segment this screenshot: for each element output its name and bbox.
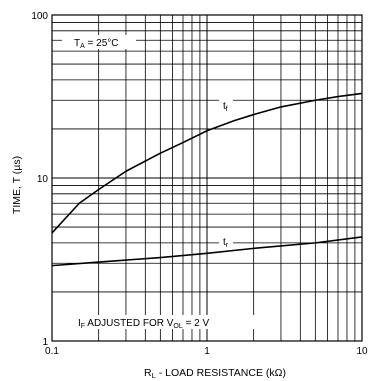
tf-label-bg xyxy=(219,99,233,113)
temp-annotation: TA = 25°C xyxy=(74,38,119,50)
x-tick-label: 0.1 xyxy=(45,346,59,357)
grid xyxy=(51,14,363,342)
series-label-tr: tr xyxy=(223,237,229,249)
y-tick-label: 10 xyxy=(37,174,49,185)
y-tick-label: 1 xyxy=(42,337,48,348)
plot-frame xyxy=(51,14,363,342)
x-axis-label: RL - LOAD RESISTANCE (kΩ) xyxy=(144,367,286,380)
series-line-1 xyxy=(51,236,363,267)
condition-annotation-bg xyxy=(74,315,270,329)
y-axis-label: TIME, T (µs) xyxy=(11,156,23,214)
x-tick-label: 1 xyxy=(204,346,210,357)
condition-annotation: IF ADJUSTED FOR VOL = 2 V xyxy=(78,318,210,330)
series-label-tf: tf xyxy=(223,101,228,113)
tr-label-bg xyxy=(219,236,233,248)
temp-annotation-bg xyxy=(62,35,136,49)
series-layer xyxy=(51,92,363,267)
y-tick-label: 100 xyxy=(31,11,48,22)
x-tick-label: 10 xyxy=(356,346,368,357)
series-line-0 xyxy=(51,92,363,234)
